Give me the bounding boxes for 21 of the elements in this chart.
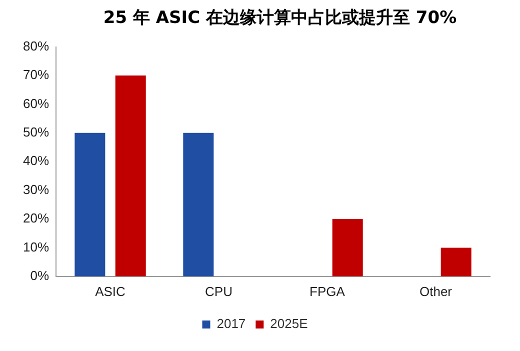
y-tick-label: 40% (22, 153, 50, 168)
y-tick-label: 70% (22, 67, 50, 82)
legend-label: 2025E (270, 316, 308, 332)
x-tick-label: FPGA (310, 284, 346, 299)
legend-label: 2017 (216, 316, 246, 332)
bar (115, 76, 146, 276)
x-tick-label: CPU (205, 284, 232, 299)
y-tick-label: 0% (30, 268, 50, 283)
chart-title: 25 年 ASIC 在边缘计算中占比或提升至 70% (102, 7, 458, 29)
bar (332, 219, 363, 276)
y-tick-label: 10% (22, 239, 50, 254)
y-tick-label: 50% (22, 124, 50, 140)
bar (183, 132, 214, 276)
bar (440, 248, 472, 276)
bar (74, 132, 106, 276)
y-tick-label: 20% (22, 210, 50, 226)
x-tick-label: Other (419, 284, 453, 299)
y-tick-label: 80% (22, 38, 50, 54)
x-tick-label: ASIC (95, 284, 126, 299)
y-tick-label: 30% (22, 182, 50, 197)
y-tick-label: 60% (22, 96, 50, 111)
